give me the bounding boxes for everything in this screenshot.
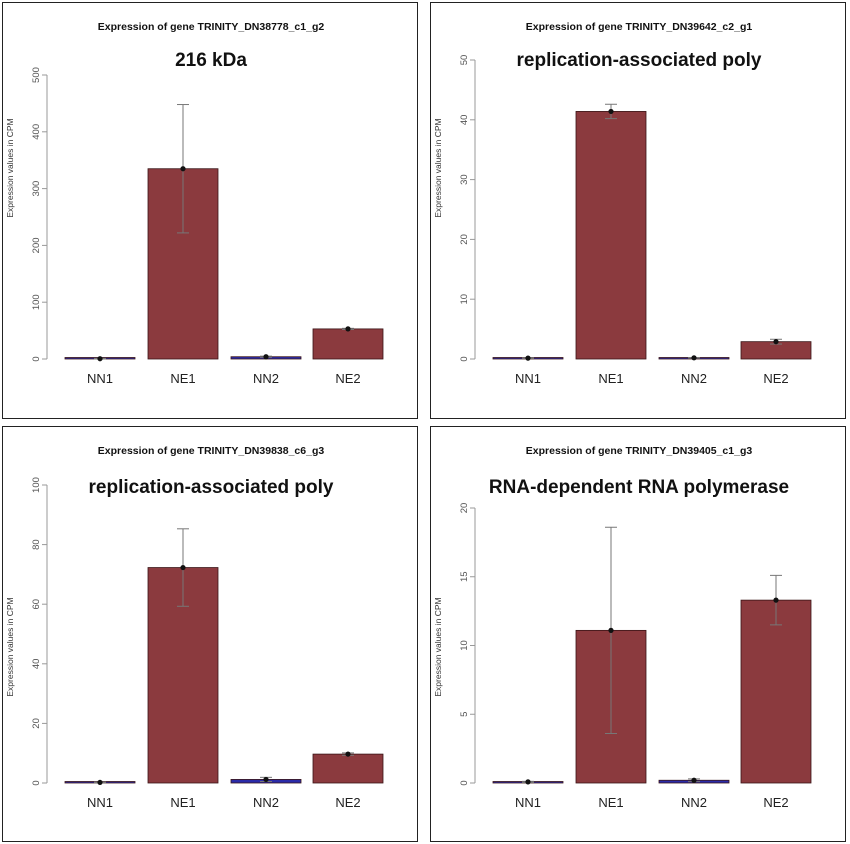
chart-svg-3: Expression of gene TRINITY_DN39838_c6_g3… [5, 445, 384, 810]
bar-ne2 [312, 753, 384, 784]
mean-point [773, 339, 779, 345]
y-axis-label: Expression values in CPM [5, 597, 15, 696]
chart-subtitle: replication-associated poly [89, 477, 334, 498]
y-tick-label: 0 [459, 356, 470, 361]
bar-ne2 [740, 599, 812, 784]
y-tick-label: 15 [459, 571, 470, 582]
y-tick-label: 40 [459, 115, 470, 126]
mean-point [263, 354, 269, 360]
x-tick-label: NN1 [515, 795, 541, 810]
chart-panel-4: Expression of gene TRINITY_DN39405_c1_g3… [430, 426, 846, 842]
x-tick-label: NE2 [335, 795, 360, 810]
y-axis-label: Expression values in CPM [433, 597, 443, 696]
x-tick-label: NN1 [87, 371, 113, 386]
y-tick-label: 30 [459, 174, 470, 185]
chart-title: Expression of gene TRINITY_DN39405_c1_g3 [526, 445, 753, 457]
x-tick-label: NN2 [253, 795, 279, 810]
y-tick-label: 20 [459, 503, 470, 514]
mean-point [608, 108, 614, 115]
y-tick-label: 5 [459, 712, 470, 717]
y-tick-label: 100 [31, 477, 42, 493]
chart-svg-4: Expression of gene TRINITY_DN39405_c1_g3… [433, 445, 812, 810]
mean-point [97, 779, 103, 786]
mean-point [691, 355, 697, 361]
y-tick-label: 40 [31, 659, 42, 670]
y-tick-label: 20 [31, 718, 42, 729]
x-tick-label: NE1 [170, 795, 195, 810]
x-tick-label: NE2 [335, 371, 360, 386]
y-tick-label: 60 [31, 599, 42, 610]
mean-point [263, 776, 269, 783]
y-tick-label: 0 [459, 780, 470, 785]
chart-panel-3: Expression of gene TRINITY_DN39838_c6_g3… [2, 426, 418, 842]
chart-title: Expression of gene TRINITY_DN39838_c6_g3 [98, 445, 325, 457]
mean-point [525, 779, 531, 785]
y-tick-label: 300 [31, 181, 42, 197]
mean-point [345, 326, 351, 332]
chart-svg-1: Expression of gene TRINITY_DN38778_c1_g2… [5, 21, 384, 386]
chart-panel-1: Expression of gene TRINITY_DN38778_c1_g2… [2, 2, 418, 419]
x-tick-label: NE2 [763, 795, 788, 810]
bar-ne1 [575, 111, 647, 360]
x-tick-label: NN1 [515, 371, 541, 386]
mean-point [180, 166, 186, 172]
y-tick-label: 80 [31, 539, 42, 550]
mean-point [691, 777, 697, 783]
y-tick-label: 50 [459, 55, 470, 66]
x-tick-label: NE1 [598, 795, 623, 810]
bar-ne2 [312, 328, 384, 360]
mean-point [345, 751, 351, 757]
y-tick-label: 0 [31, 780, 42, 785]
chart-subtitle: 216 kDa [175, 50, 247, 71]
x-tick-label: NN2 [253, 371, 279, 386]
mean-point [525, 355, 531, 361]
x-tick-label: NE2 [763, 371, 788, 386]
y-axis-label: Expression values in CPM [433, 118, 443, 217]
mean-point [180, 564, 186, 571]
y-tick-label: 200 [31, 237, 42, 253]
x-tick-label: NE1 [170, 371, 195, 386]
chart-title: Expression of gene TRINITY_DN39642_c2_g1 [526, 21, 753, 33]
x-tick-label: NE1 [598, 371, 623, 386]
y-tick-label: 0 [31, 356, 42, 361]
y-tick-label: 400 [31, 124, 42, 140]
x-tick-label: NN2 [681, 795, 707, 810]
y-tick-label: 10 [459, 640, 470, 651]
chart-subtitle: RNA-dependent RNA polymerase [489, 477, 789, 498]
x-tick-label: NN2 [681, 371, 707, 386]
chart-panel-2: Expression of gene TRINITY_DN39642_c2_g1… [430, 2, 846, 419]
mean-point [773, 597, 779, 603]
mean-point [97, 356, 103, 362]
chart-title: Expression of gene TRINITY_DN38778_c1_g2 [98, 21, 325, 33]
y-tick-label: 10 [459, 294, 470, 305]
mean-point [608, 627, 614, 633]
chart-subtitle: replication-associated poly [517, 50, 762, 71]
y-tick-label: 100 [31, 294, 42, 310]
x-tick-label: NN1 [87, 795, 113, 810]
y-tick-label: 500 [31, 67, 42, 83]
y-tick-label: 20 [459, 234, 470, 245]
chart-svg-2: Expression of gene TRINITY_DN39642_c2_g1… [433, 21, 812, 386]
y-axis-label: Expression values in CPM [5, 118, 15, 217]
